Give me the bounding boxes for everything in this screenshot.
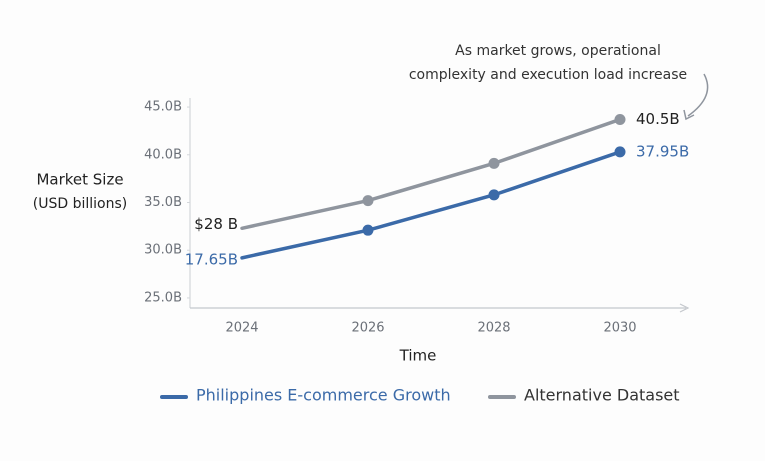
x-tick-label: 2028	[477, 321, 510, 336]
x-axis-arrow	[679, 303, 690, 313]
series-line	[240, 117, 622, 231]
start-label: 17.65B	[185, 250, 238, 268]
y-tick-label: 45.0B	[144, 100, 182, 115]
legend-label: Philippines E-commerce Growth	[196, 386, 451, 405]
y-tick-label: 35.0B	[144, 195, 182, 210]
legend-label: Alternative Dataset	[524, 386, 680, 405]
data-point	[362, 195, 374, 207]
data-point	[488, 189, 500, 201]
annotation-arrow	[687, 73, 709, 117]
series-line	[240, 150, 622, 260]
y-tick-label: 30.0B	[144, 243, 182, 258]
y-tick-label: 40.0B	[144, 147, 182, 162]
annotation: As market grows, operational	[455, 43, 661, 59]
x-tick-label: 2026	[351, 321, 384, 336]
x-tick-label: 2024	[225, 321, 258, 336]
y-tick-label: 25.0B	[144, 290, 182, 305]
x-tick-label: 2030	[603, 321, 636, 336]
end-label: 40.5B	[636, 110, 680, 128]
data-point	[488, 157, 500, 169]
annotation: complexity and execution load increase	[409, 67, 687, 83]
y-axis-label: (USD billions)	[33, 196, 127, 212]
data-point	[614, 113, 626, 125]
data-point	[362, 224, 374, 236]
end-label: 37.95B	[636, 142, 689, 160]
data-point	[614, 146, 626, 158]
y-axis-label: Market Size	[36, 171, 123, 189]
annotation-arrow-head	[683, 109, 695, 121]
start-label: $28 B	[194, 215, 238, 233]
x-axis-label: Time	[399, 347, 437, 365]
